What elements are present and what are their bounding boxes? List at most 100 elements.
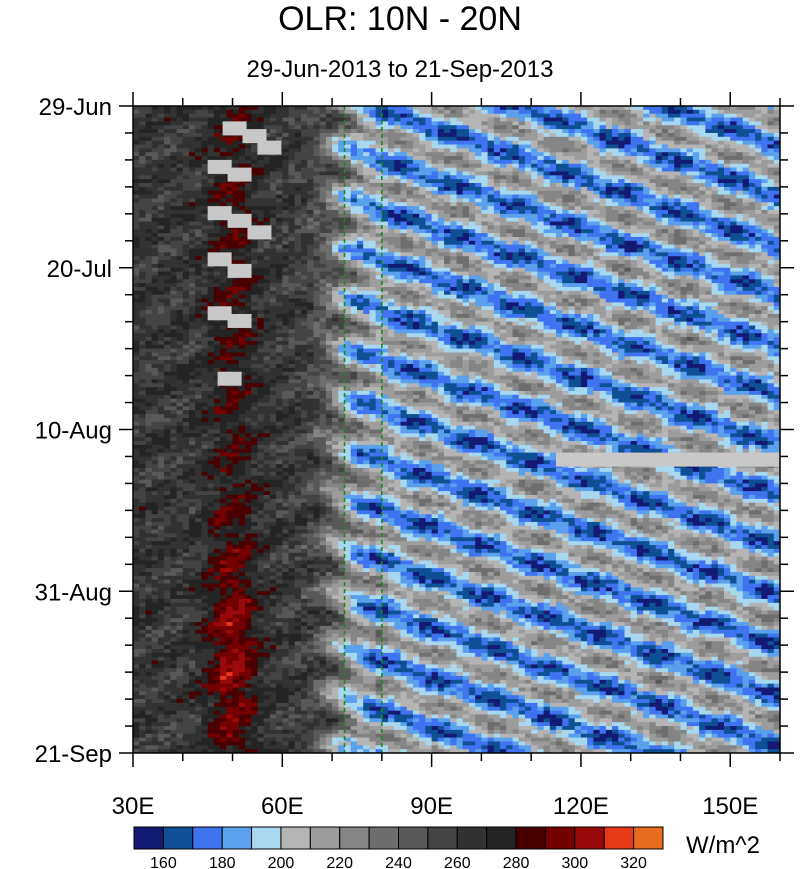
olr-cell: [238, 183, 246, 188]
olr-cell: [605, 198, 613, 203]
olr-cell: [730, 171, 738, 176]
olr-cell: [133, 148, 140, 153]
olr-cell: [164, 279, 171, 284]
olr-cell: [649, 167, 657, 173]
olr-cell: [556, 132, 563, 138]
olr-cell: [506, 194, 514, 200]
olr-cell: [388, 233, 395, 238]
olr-cell: [288, 287, 296, 292]
olr-cell: [755, 144, 762, 149]
olr-cell: [133, 256, 140, 261]
olr-cell: [319, 275, 327, 280]
olr-cell: [188, 202, 196, 207]
olr-cell: [288, 109, 296, 115]
olr-cell: [195, 206, 203, 211]
olr-cell: [133, 209, 140, 215]
olr-cell: [636, 109, 644, 115]
olr-cell: [356, 221, 364, 226]
olr-cell: [643, 287, 650, 292]
olr-cell: [724, 221, 731, 226]
olr-cell: [649, 129, 657, 134]
olr-cell: [773, 132, 780, 138]
olr-cell: [655, 117, 663, 122]
olr-cell: [500, 229, 507, 234]
olr-cell: [475, 287, 482, 292]
olr-cell: [568, 159, 576, 165]
olr-cell: [232, 144, 240, 149]
olr-cell: [730, 144, 738, 149]
olr-cell: [730, 225, 738, 230]
olr-cell: [444, 283, 451, 288]
olr-cell: [562, 152, 570, 157]
olr-cell: [157, 229, 165, 234]
olr-cell: [319, 287, 327, 292]
olr-cell: [618, 213, 626, 219]
olr-cell: [686, 136, 694, 142]
olr-cell: [481, 183, 489, 188]
olr-cell: [580, 159, 588, 165]
olr-cell: [431, 171, 439, 176]
olr-cell: [375, 113, 383, 119]
olr-cell: [699, 229, 706, 234]
olr-cell: [692, 263, 700, 269]
olr-cell: [661, 117, 669, 122]
olr-cell: [593, 217, 601, 223]
olr-cell: [487, 144, 495, 149]
olr-cell: [300, 159, 308, 165]
olr-cell: [375, 175, 383, 180]
olr-cell: [524, 209, 532, 215]
olr-cell: [605, 256, 613, 261]
olr-cell: [518, 213, 526, 219]
olr-cell: [369, 225, 377, 230]
olr-cell: [506, 113, 514, 119]
olr-cell: [313, 109, 321, 115]
olr-cell: [195, 194, 203, 200]
olr-cell: [276, 136, 283, 142]
olr-cell: [294, 256, 302, 261]
olr-cell: [269, 129, 277, 134]
olr-cell: [618, 206, 626, 211]
olr-cell: [425, 109, 433, 115]
olr-cell: [605, 117, 613, 122]
olr-cell: [761, 275, 769, 280]
olr-cell: [133, 267, 140, 273]
olr-cell: [736, 152, 744, 157]
olr-cell: [742, 136, 750, 142]
olr-cell: [630, 260, 638, 265]
olr-cell: [475, 198, 482, 203]
olr-cell: [456, 129, 464, 134]
olr-cell: [531, 171, 538, 176]
olr-cell: [674, 198, 682, 203]
olr-cell: [419, 248, 426, 253]
olr-cell: [356, 283, 364, 288]
olr-cell: [475, 221, 482, 226]
olr-cell: [761, 198, 769, 203]
olr-cell: [730, 244, 738, 250]
olr-cell: [188, 271, 196, 277]
olr-cell: [655, 233, 663, 238]
olr-cell: [238, 283, 246, 288]
olr-cell: [425, 275, 433, 280]
olr-cell: [493, 194, 501, 200]
olr-cell: [568, 236, 576, 242]
olr-cell: [213, 236, 221, 242]
olr-cell: [518, 156, 526, 161]
olr-cell: [388, 206, 395, 211]
olr-cell: [605, 129, 613, 134]
olr-cell: [145, 248, 153, 253]
olr-cell: [605, 213, 613, 219]
olr-cell: [356, 159, 364, 165]
olr-cell: [269, 136, 277, 142]
olr-cell: [394, 125, 402, 130]
olr-cell: [736, 156, 744, 161]
olr-cell: [350, 129, 358, 134]
olr-cell: [481, 179, 489, 184]
olr-cell: [500, 279, 507, 284]
olr-cell: [332, 175, 339, 180]
olr-cell: [524, 190, 532, 196]
olr-cell: [755, 287, 762, 292]
olr-cell: [356, 152, 364, 157]
olr-cell: [748, 121, 756, 126]
olr-cell: [369, 263, 377, 269]
olr-cell: [568, 129, 576, 134]
